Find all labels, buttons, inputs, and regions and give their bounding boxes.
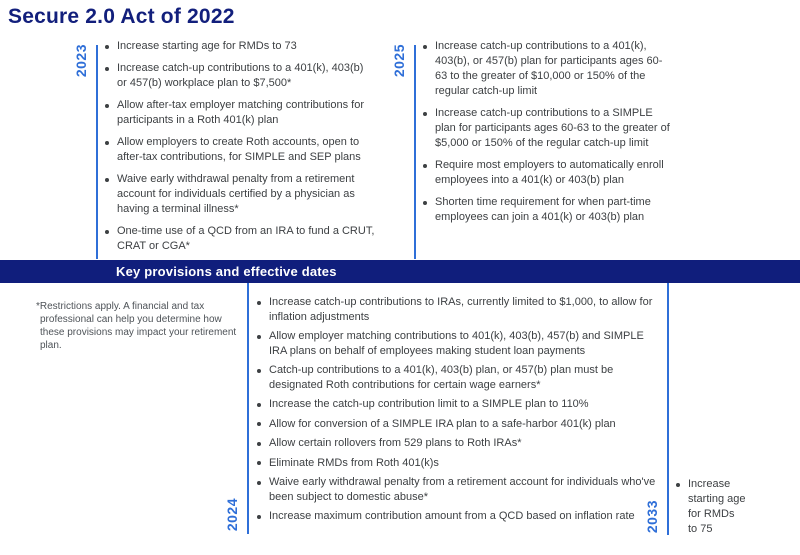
bullet-item: Allow after-tax employer matching contri… (103, 98, 375, 128)
section-banner: Key provisions and effective dates (0, 260, 800, 283)
provisions-list-2025: Increase catch-up contributions to a 401… (421, 39, 673, 232)
provisions-list-2033: Increase starting age for RMDs to 75 (674, 477, 764, 544)
year-label-2025: 2025 (391, 44, 407, 78)
bullet-item: Catch-up contributions to a 401(k), 403(… (255, 363, 663, 392)
bullet-item: Increase maximum contribution amount fro… (255, 509, 663, 524)
provisions-list-2023: Increase starting age for RMDs to 73 Inc… (103, 39, 375, 261)
bullet-item: Increase starting age for RMDs to 75 (674, 477, 764, 537)
bullet-item: Increase catch-up contributions to a SIM… (421, 106, 673, 151)
bullet-item: Allow certain rollovers from 529 plans t… (255, 436, 663, 451)
year-label-2023: 2023 (73, 44, 89, 78)
bullet-item: Increase catch-up contributions to IRAs,… (255, 295, 663, 324)
bullet-item: Increase the catch-up contribution limit… (255, 397, 663, 412)
bullet-item: Increase starting age for RMDs to 73 (103, 39, 375, 54)
provisions-list-2024: Increase catch-up contributions to IRAs,… (255, 295, 663, 529)
bullet-item: Waive early withdrawal penalty from a re… (103, 172, 375, 217)
timeline-line-2024 (247, 283, 249, 534)
bullet-item: Eliminate RMDs from Roth 401(k)s (255, 456, 663, 471)
footnote-disclaimer: *Restrictions apply. A financial and tax… (36, 301, 237, 351)
page-title: Secure 2.0 Act of 2022 (8, 5, 235, 28)
bullet-item: Allow employers to create Roth accounts,… (103, 135, 375, 165)
timeline-line-2025 (414, 45, 416, 259)
bullet-item: One-time use of a QCD from an IRA to fun… (103, 224, 375, 254)
bullet-item: Allow employer matching contributions to… (255, 329, 663, 358)
timeline-line-2023 (96, 45, 98, 259)
timeline-line-2033 (667, 283, 669, 535)
bullet-item: Increase catch-up contributions to a 401… (421, 39, 673, 99)
year-label-2024: 2024 (224, 498, 240, 532)
bullet-item: Allow for conversion of a SIMPLE IRA pla… (255, 417, 663, 432)
bullet-item: Increase catch-up contributions to a 401… (103, 61, 375, 91)
year-label-2033: 2033 (644, 500, 660, 534)
bullet-item: Waive early withdrawal penalty from a re… (255, 475, 663, 504)
bullet-item: Shorten time requirement for when part-t… (421, 195, 673, 225)
bullet-item: Require most employers to automatically … (421, 158, 673, 188)
